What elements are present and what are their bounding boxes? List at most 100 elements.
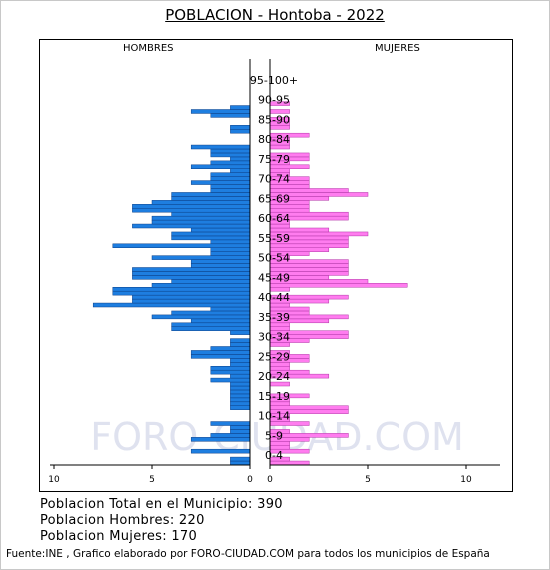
- bar-men-age-39: [210, 306, 251, 312]
- age-group-label: 0-4: [265, 449, 283, 462]
- bar-men-age-78: [210, 152, 251, 158]
- age-group-label: 45-49: [258, 271, 290, 284]
- bar-men-age-56: [210, 239, 251, 245]
- age-group-label: 40-44: [258, 291, 290, 304]
- age-group-label: 65-69: [258, 192, 290, 205]
- bar-men-age-50: [190, 263, 251, 268]
- bar-men-age-1: [230, 456, 251, 462]
- bar-men-age-44: [112, 287, 251, 292]
- bar-men-age-59: [190, 227, 251, 233]
- men-axis-label: HOMBRES: [123, 43, 174, 54]
- age-group-label: 75-79: [258, 153, 290, 166]
- bar-men-age-18: [230, 389, 251, 395]
- age-group-label: 95-100+: [250, 74, 298, 87]
- bar-men-age-79: [210, 148, 251, 154]
- age-group-label: 15-19: [258, 390, 290, 403]
- bar-men-age-40: [92, 302, 251, 308]
- bar-men-age-54: [210, 247, 251, 252]
- bar-men-age-90: [230, 105, 251, 110]
- bar-men-age-66: [151, 200, 251, 205]
- population-pyramid-chart: FORO-CIUDAD.COM0-45-910-1415-1920-2425-2…: [48, 59, 500, 485]
- bar-men-age-60: [132, 223, 251, 229]
- bar-men-age-46: [171, 279, 251, 284]
- bar-men-age-51: [190, 259, 251, 264]
- age-group-label: 10-14: [258, 410, 290, 423]
- age-group-label: 25-29: [258, 350, 290, 363]
- bar-men-age-49: [132, 267, 251, 272]
- age-group-label: 80-84: [258, 133, 290, 146]
- bar-men-age-30: [230, 342, 251, 347]
- bar-men-age-53: [210, 251, 251, 256]
- bar-men-age-70: [210, 184, 251, 189]
- bar-men-age-26: [230, 358, 251, 363]
- bar-men-age-37: [151, 314, 251, 320]
- age-group-label: 70-74: [258, 173, 290, 186]
- bar-men-age-64: [132, 208, 251, 213]
- bar-men-age-74: [230, 168, 251, 173]
- women-tick-label: 5: [365, 475, 371, 485]
- bar-men-age-29: [210, 346, 251, 351]
- bar-men-age-25: [230, 362, 251, 367]
- bar-men-age-65: [132, 204, 251, 209]
- age-group-label: 85-90: [258, 113, 290, 126]
- age-group-label: 90-95: [258, 94, 290, 107]
- bar-men-age-42: [132, 294, 251, 300]
- men-tick-label: 10: [48, 475, 60, 485]
- bar-men-age-55: [112, 243, 251, 249]
- bar-men-age-88: [210, 113, 251, 118]
- bar-men-age-41: [132, 298, 251, 304]
- bar-men-age-14: [230, 405, 251, 410]
- bar-men-age-47: [132, 275, 251, 280]
- bar-women-age-45: [269, 283, 408, 288]
- bar-men-age-62: [151, 215, 251, 221]
- bar-men-age-6: [190, 437, 251, 442]
- bar-men-age-52: [151, 255, 251, 260]
- bar-men-age-9: [230, 425, 251, 430]
- bar-men-age-43: [112, 290, 251, 296]
- men-tick-label: 5: [149, 475, 155, 485]
- bar-men-age-71: [190, 180, 251, 185]
- bar-men-age-10: [210, 421, 251, 426]
- bar-men-age-31: [230, 338, 251, 343]
- age-group-label: 30-34: [258, 331, 290, 344]
- summary-men: Poblacion Hombres: 220: [40, 513, 205, 528]
- bar-men-age-22: [230, 373, 251, 379]
- bar-men-age-7: [210, 433, 251, 438]
- bar-men-age-36: [190, 318, 251, 324]
- age-group-label: 55-59: [258, 232, 290, 245]
- bar-men-age-89: [190, 109, 251, 114]
- page-title: POBLACION - Hontoba - 2022: [165, 6, 385, 24]
- age-group-label: 50-54: [258, 252, 290, 265]
- women-tick-label: 0: [267, 475, 273, 485]
- bar-men-age-76: [210, 160, 251, 166]
- bar-men-age-23: [210, 369, 251, 375]
- age-group-label: 60-64: [258, 212, 290, 225]
- bar-men-age-48: [132, 271, 251, 276]
- bar-men-age-77: [230, 156, 251, 162]
- age-group-label: 20-24: [258, 370, 290, 383]
- bar-men-age-33: [230, 330, 251, 335]
- bar-men-age-19: [230, 385, 251, 391]
- bar-men-age-73: [210, 172, 251, 177]
- bar-men-age-58: [171, 231, 251, 237]
- bar-men-age-27: [190, 354, 251, 359]
- age-group-label: 5-9: [265, 429, 283, 442]
- women-tick-label: 10: [460, 475, 472, 485]
- bar-men-age-17: [230, 393, 251, 399]
- bar-men-age-28: [190, 350, 251, 355]
- bar-men-age-35: [171, 322, 251, 327]
- bar-men-age-63: [171, 211, 251, 217]
- bar-men-age-20: [230, 381, 251, 387]
- bar-men-age-3: [190, 448, 251, 454]
- bar-men-age-38: [171, 310, 251, 316]
- bar-men-age-16: [230, 397, 251, 403]
- bar-men-age-84: [230, 129, 251, 134]
- bar-men-age-21: [210, 377, 251, 383]
- bar-men-age-45: [151, 283, 251, 288]
- men-tick-label: 0: [247, 475, 253, 485]
- bar-men-age-85: [230, 125, 251, 130]
- bar-men-age-34: [171, 326, 251, 331]
- summary-women: Poblacion Mujeres: 170: [40, 529, 198, 544]
- bar-men-age-24: [210, 366, 251, 371]
- source-footer: Fuente:INE , Grafico elaborado por FORO-…: [6, 548, 490, 560]
